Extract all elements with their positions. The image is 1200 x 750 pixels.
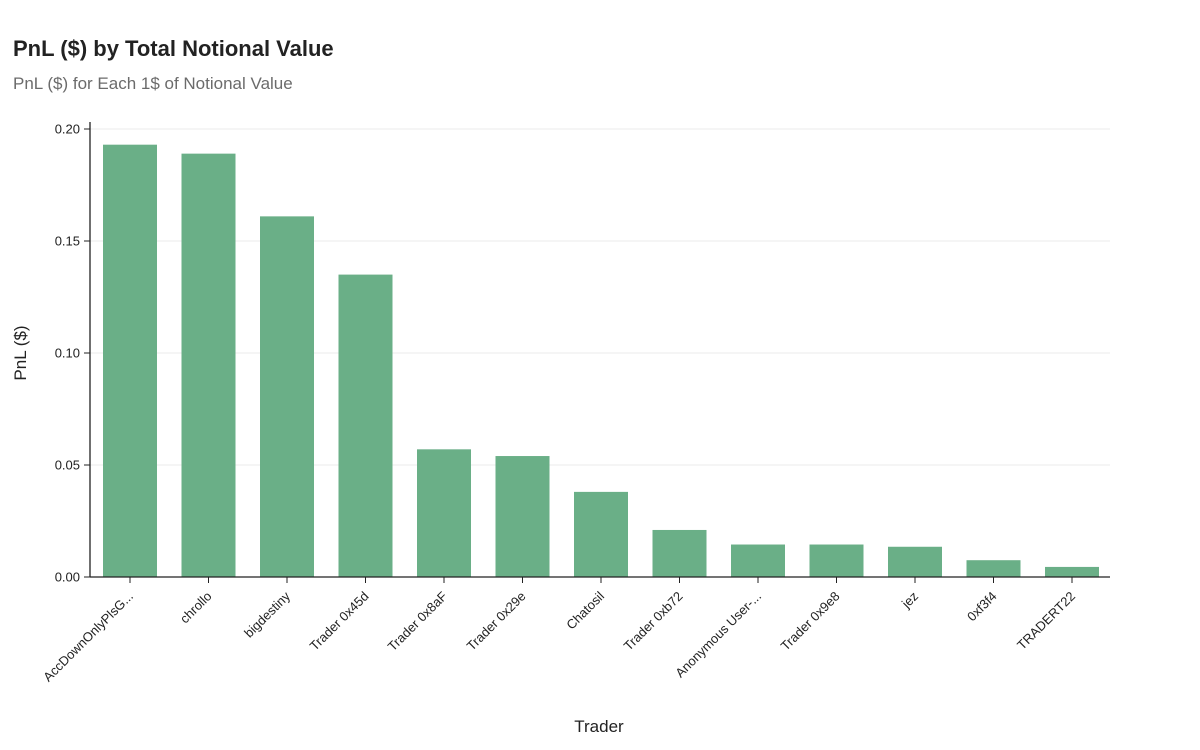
bar[interactable] bbox=[181, 153, 236, 577]
bar[interactable] bbox=[260, 216, 314, 578]
x-axis-ticks: AccDownOnlyPlsG... chrollo bigdestiny Trade… bbox=[40, 577, 1078, 684]
y-axis-ticks: 0.00 0.05 0.10 0.15 0.20 bbox=[55, 122, 90, 585]
chart-subtitle: PnL ($) for Each 1$ of Notional Value bbox=[13, 74, 293, 93]
x-tick-label: Trader 0x29e bbox=[464, 589, 529, 654]
bars bbox=[103, 144, 1099, 578]
y-tick-label: 0.15 bbox=[55, 234, 80, 249]
bar[interactable] bbox=[966, 560, 1021, 577]
bar[interactable] bbox=[417, 449, 471, 577]
bar[interactable] bbox=[495, 456, 550, 577]
bar[interactable] bbox=[574, 491, 628, 577]
chart-title: PnL ($) by Total Notional Value bbox=[13, 36, 334, 61]
x-tick-label: jez bbox=[898, 589, 921, 612]
x-tick-label: Chatosil bbox=[563, 588, 607, 632]
bar[interactable] bbox=[888, 546, 942, 577]
y-tick-label: 0.10 bbox=[55, 346, 80, 361]
y-tick-label: 0.05 bbox=[55, 458, 80, 473]
y-tick-label: 0.20 bbox=[55, 122, 80, 137]
x-tick-label: TRADERT22 bbox=[1014, 589, 1078, 653]
y-tick-label: 0.00 bbox=[55, 570, 80, 585]
grid-lines bbox=[90, 128, 1110, 466]
y-axis-label: PnL ($) bbox=[11, 325, 30, 380]
bar[interactable] bbox=[103, 144, 157, 577]
x-tick-label: bigdestiny bbox=[241, 588, 293, 640]
x-tick-label: chrollo bbox=[177, 589, 215, 627]
axes bbox=[89, 122, 1110, 578]
x-tick-label: Trader 0x8aF bbox=[385, 588, 450, 653]
x-axis-label: Trader bbox=[574, 717, 624, 736]
x-tick-label: 0xf3f4 bbox=[964, 589, 1000, 625]
x-tick-label: Anonymous User-... bbox=[672, 589, 764, 681]
x-tick-label: Trader 0x45d bbox=[307, 589, 372, 654]
x-tick-label: AccDownOnlyPlsG... bbox=[40, 589, 136, 685]
bar[interactable] bbox=[731, 544, 785, 577]
x-tick-label: Trader 0x9e8 bbox=[778, 589, 843, 654]
x-tick-label: Trader 0xb72 bbox=[621, 589, 686, 654]
bar[interactable] bbox=[809, 544, 864, 577]
bar[interactable] bbox=[652, 529, 707, 577]
bar[interactable] bbox=[338, 274, 393, 577]
bar[interactable] bbox=[1045, 566, 1099, 577]
